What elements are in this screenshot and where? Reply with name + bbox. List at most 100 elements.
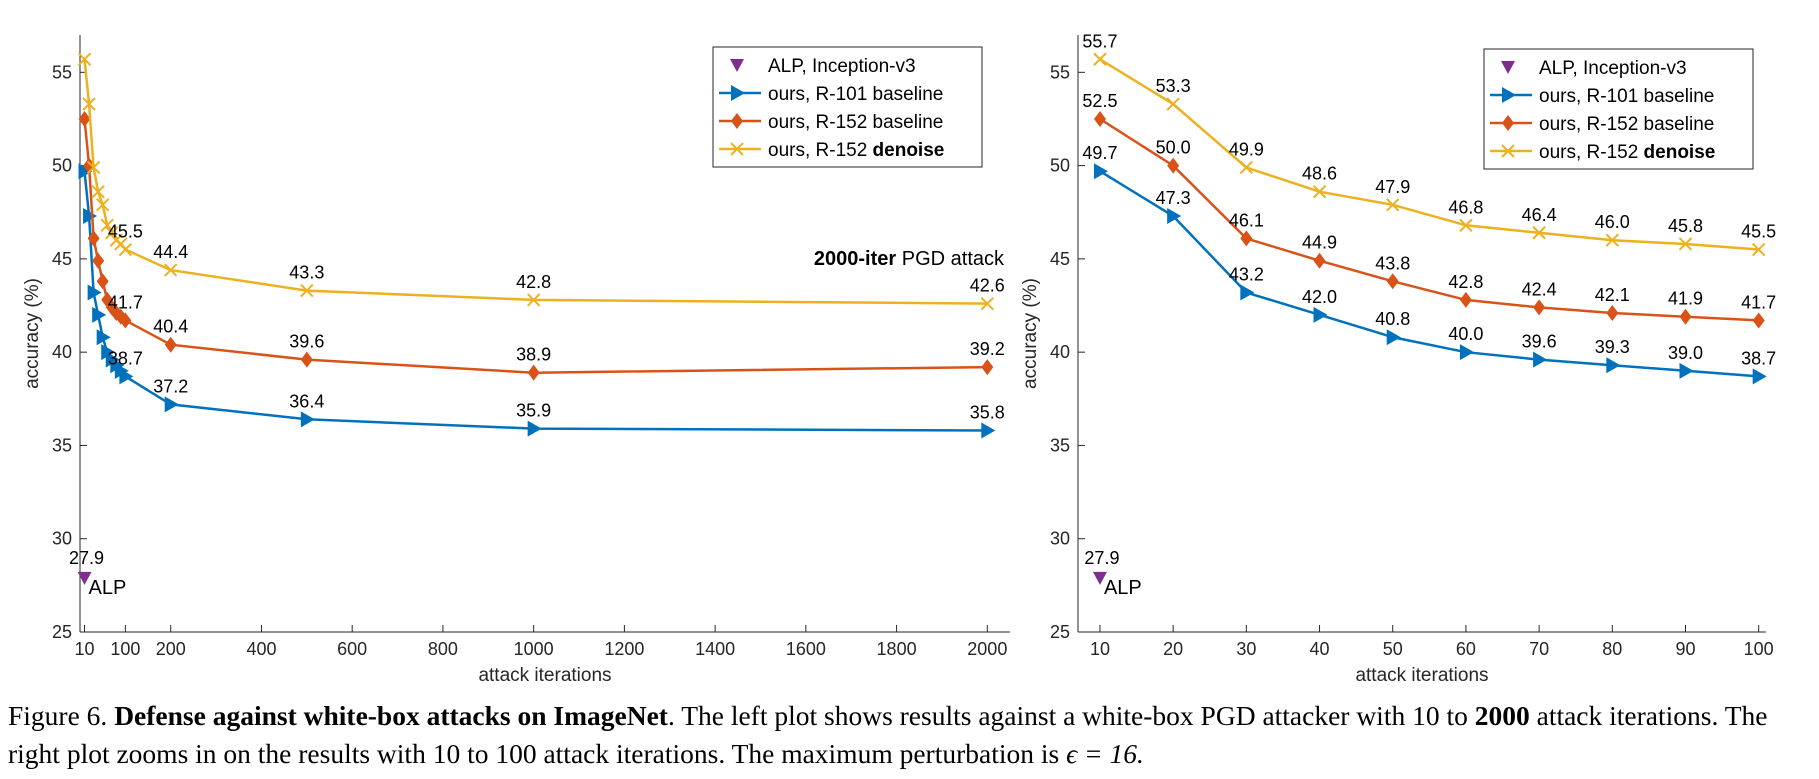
y-axis-label: accuracy (%) [22,278,43,389]
x-tick-label: 2000 [967,639,1007,659]
x-tick-label: 60 [1456,639,1476,659]
data-label: 49.9 [1229,139,1264,159]
caption-fig-number: Figure 6. [8,700,108,731]
data-label: 47.9 [1375,177,1410,197]
series-ours-r-152-baseline: 52.5 50.0 46.1 44.9 43.8 42.8 42.4 42.1 41.9 41.7 [1082,91,1776,329]
data-point [82,97,96,111]
data-point [119,368,134,385]
data-label: 44.9 [1302,233,1337,253]
x-tick-label: 70 [1529,639,1549,659]
y-axis-label: accuracy (%) [1020,278,1041,389]
data-label: 52.5 [1082,91,1117,111]
data-point [1167,207,1182,224]
legend-marker [730,142,744,156]
legend-marker [1502,87,1516,103]
left-plot: 10 100 200 400 600 800 1000 1200 1400 1600 1800 200… [22,35,1010,686]
y-tick-label: 25 [52,622,72,642]
data-label: 38.9 [516,345,551,365]
data-point [1459,218,1473,233]
data-label: 39.6 [1522,332,1557,352]
data-point [83,207,98,224]
legend-box [712,46,983,168]
caption-title: Defense against white-box attacks on Ima… [114,700,668,731]
y-tick-label: 45 [52,249,72,269]
data-point [1167,157,1180,174]
legend-label: ALP, Inception-v3 [768,56,916,77]
alp-point [77,571,92,585]
x-tick-label: 90 [1675,639,1695,659]
data-label: 42.8 [516,272,551,292]
y-tick-label: 35 [1050,435,1070,455]
data-point [1751,242,1766,257]
data-point [164,263,178,277]
figure-canvas: 10 100 200 400 600 800 1000 1200 1400 1600 1800 200… [22,31,1776,686]
data-point [300,411,315,428]
x-tick-label: 20 [1163,639,1183,659]
data-point [1533,351,1548,368]
caption-text-2: attack iterations. The right plot zooms … [8,700,1768,769]
x-tick-label: 1200 [604,639,644,659]
data-label: 40.8 [1375,309,1410,329]
data-label: 40.4 [153,317,188,337]
caption-bold-2000: 2000 [1474,700,1530,731]
data-label: 43.2 [1229,264,1264,284]
x-tick-label: 50 [1383,639,1403,659]
data-label: 39.0 [1668,343,1703,363]
legend-label: ours, R-101 baseline [768,84,943,105]
data-point [101,344,116,361]
data-point [1752,368,1767,385]
data-point [96,329,111,346]
data-point [119,312,132,329]
series-ours-r-152-denoise: 45.5 44.4 43.3 42.8 42.6 [77,52,1005,311]
legend-label: ours, R-152 baseline [768,112,943,133]
data-point [981,359,994,376]
legend-label: ours, R-152 baseline [1539,114,1714,135]
data-label: 50.0 [1156,138,1191,158]
data-label: 46.1 [1229,210,1264,230]
data-point [105,226,119,240]
data-label: 42.6 [970,276,1005,296]
caption-epsilon: ϵ = 16. [1066,738,1144,769]
x-tick-label: 1800 [877,639,917,659]
data-point [92,306,107,323]
data-point [981,422,996,439]
x-tick-label: 200 [156,639,186,659]
data-point [1166,97,1180,111]
series-line [83,59,988,305]
data-label: 35.9 [516,401,551,421]
series-ours-r-101-baseline: 49.7 47.3 43.2 42.0 40.8 40.0 39.6 39.3 39.0 38.7 [1082,143,1776,385]
legend: ALP, Inception-v3 ours, R-101 baseline our… [712,46,983,168]
data-point [86,160,101,175]
y-tick-label: 30 [1050,529,1070,549]
data-point [118,242,133,257]
data-point [164,336,177,353]
data-label: 45.8 [1668,216,1703,236]
data-label: 41.9 [1668,289,1703,309]
data-point [1240,284,1255,301]
data-label: 46.0 [1595,212,1630,232]
data-point [1313,306,1328,323]
alp-name-label: ALP [89,577,127,599]
data-label: 43.3 [289,263,324,283]
data-label: 55.7 [1082,31,1117,51]
right-plot: 10 20 30 40 50 60 70 80 90 100 25 30 35 40 45 50 55 attac… [1020,31,1776,686]
data-point [78,110,91,127]
data-point [1752,312,1765,329]
data-point [1606,357,1621,374]
x-tick-label: 30 [1236,639,1256,659]
data-point [526,293,541,307]
data-point [1093,110,1106,127]
data-label: 38.7 [1741,348,1776,368]
x-tick-label: 1600 [786,639,826,659]
alp-name-label: ALP [1104,577,1142,599]
legend-marker [730,59,744,72]
data-point [87,284,102,301]
data-point [1459,291,1472,308]
legend-label: ALP, Inception-v3 [1539,58,1687,79]
data-point [1386,329,1401,346]
data-point [1386,198,1400,212]
legend: ALP, Inception-v3 ours, R-101 baseline our… [1483,48,1754,170]
x-axis-label: attack iterations [478,665,611,686]
data-point [95,198,110,212]
data-point [87,230,100,247]
